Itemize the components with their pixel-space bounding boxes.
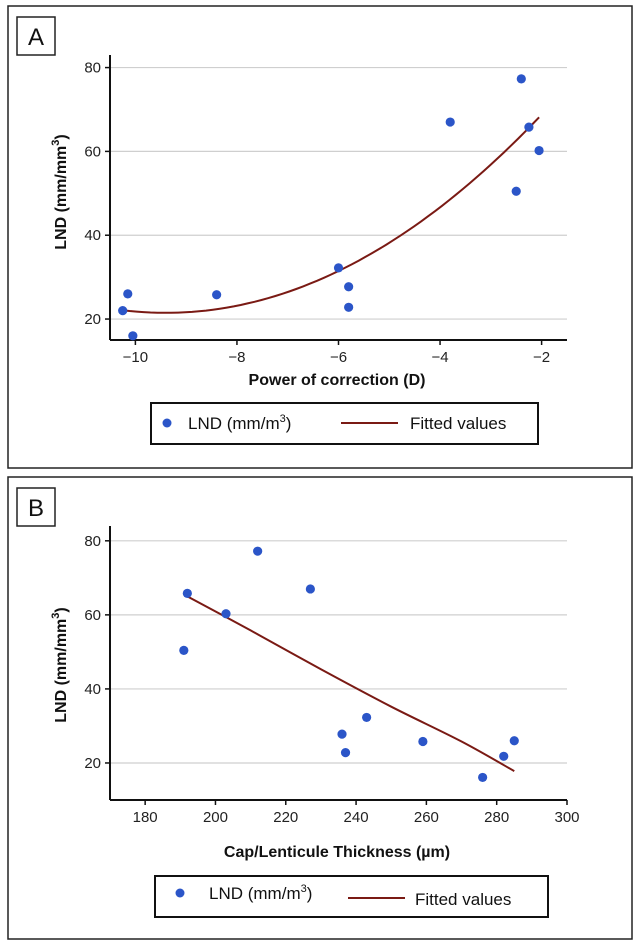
chart-a-xtick-label: −2 — [533, 349, 550, 366]
chart-a-data-point — [344, 282, 354, 292]
chart-b-data-point — [509, 736, 519, 746]
chart-b-data-point — [253, 546, 263, 556]
chart-a-data-point — [333, 263, 344, 273]
chart-b-xlabel: Cap/Lenticule Thickness (µm) — [224, 844, 450, 861]
chart-a-ylabel: LND (mm/mm3) — [50, 134, 70, 249]
chart-a-data-point — [212, 290, 222, 300]
svg-text:Fitted values: Fitted values — [415, 890, 511, 909]
chart-b-data-point — [418, 736, 428, 747]
chart-b-fitted-line — [183, 593, 515, 772]
chart-b-data-point — [340, 748, 351, 758]
chart-a-legend: LND (mm/m3) Fitted values — [150, 402, 539, 445]
chart-b-ytick-label: 40 — [84, 681, 101, 698]
panel-a-label: A — [16, 16, 56, 56]
chart-b-ylabel: LND (mm/mm3) — [50, 607, 70, 722]
chart-a-data-point — [344, 302, 354, 312]
chart-b-data-point — [478, 772, 488, 783]
chart-b-xtick-label: 260 — [414, 809, 439, 826]
chart-b-data-point — [221, 609, 231, 619]
panel-b-label: B — [16, 487, 56, 527]
chart-a-data-point — [524, 122, 534, 132]
chart-a-data-point — [123, 289, 133, 299]
chart-a-xtick-label: −6 — [330, 349, 347, 366]
legend-b-point-marker — [175, 888, 185, 898]
chart-b: 20 40 60 80 180 200 220 240 260 280 300 — [84, 526, 580, 826]
chart-a-xlabel: Power of correction (D) — [249, 372, 426, 389]
chart-b-xtick-label: 180 — [133, 809, 158, 826]
chart-b-data-point — [337, 729, 347, 739]
chart-b-xtick-label: 240 — [344, 809, 369, 826]
chart-a-data-point — [128, 331, 138, 341]
chart-a-ytick-label: 80 — [84, 60, 101, 77]
chart-a-ytick-label: 40 — [84, 227, 101, 244]
chart-b-data-point — [182, 588, 192, 598]
chart-b-xtick-label: 220 — [273, 809, 298, 826]
chart-b-xtick-label: 280 — [484, 809, 509, 826]
chart-a-fitted-line — [122, 116, 540, 314]
chart-a-xtick-label: −4 — [432, 349, 449, 366]
chart-b-data-point — [362, 712, 372, 723]
chart-a-data-point — [516, 74, 526, 84]
svg-text:LND (mm/m3): LND (mm/m3) — [188, 413, 291, 433]
chart-b-ytick-label: 80 — [84, 533, 101, 550]
chart-b-xtick-label: 200 — [203, 809, 228, 826]
chart-b-xtick-label: 300 — [554, 809, 579, 826]
panel-a-frame — [7, 5, 633, 469]
chart-a-ytick-label: 60 — [84, 143, 101, 160]
svg-text:Fitted values: Fitted values — [410, 414, 506, 433]
chart-a-ytick-label: 20 — [84, 311, 101, 328]
chart-b-ytick-label: 60 — [84, 607, 101, 624]
chart-b-data-point — [499, 751, 509, 761]
chart-b-ytick-label: 20 — [84, 755, 101, 772]
chart-b-data-point — [179, 645, 189, 656]
chart-b-legend: LND (mm/m3) Fitted values — [154, 875, 549, 918]
chart-a: 20 40 60 80 −10 −8 −6 −4 −2 — [84, 55, 567, 366]
svg-text:B: B — [28, 495, 44, 522]
legend-a-point-marker — [162, 418, 172, 428]
chart-a-data-point — [511, 186, 521, 196]
svg-text:LND (mm/m3): LND (mm/m3) — [209, 883, 312, 903]
svg-text:A: A — [28, 24, 44, 51]
chart-a-xtick-label: −8 — [228, 349, 245, 366]
chart-a-data-point — [445, 117, 455, 127]
panel-b-frame — [7, 476, 633, 940]
chart-a-data-point — [118, 306, 128, 316]
chart-b-data-point — [305, 584, 315, 594]
chart-a-data-point — [534, 145, 544, 156]
chart-a-xtick-label: −10 — [123, 349, 148, 366]
